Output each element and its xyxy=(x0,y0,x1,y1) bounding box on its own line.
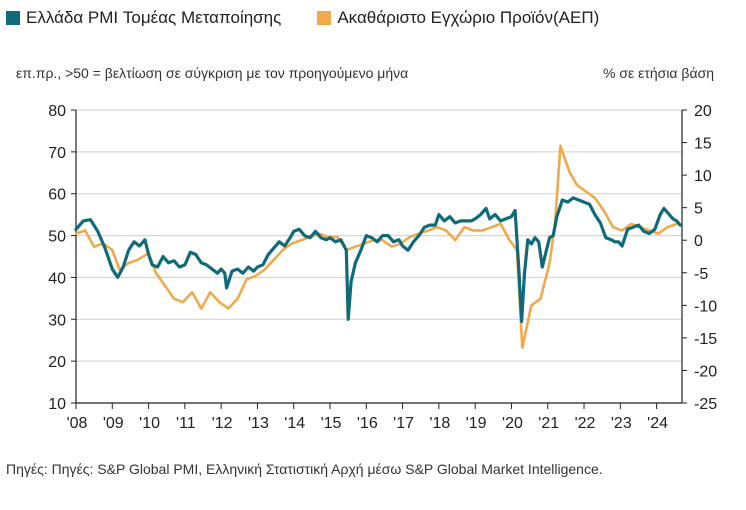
left-axis-subtitle: επ.πρ., >50 = βελτίωση σε σύγκριση με το… xyxy=(16,65,409,81)
legend-swatch-pmi xyxy=(6,11,20,25)
x-tick-label: '19 xyxy=(466,415,487,432)
right-tick-label: -10 xyxy=(694,298,717,315)
x-tick-label: '22 xyxy=(575,415,596,432)
x-tick-label: '15 xyxy=(321,415,342,432)
x-tick-label: '13 xyxy=(248,415,269,432)
right-tick-label: 0 xyxy=(694,233,703,250)
gridlines xyxy=(76,109,682,362)
x-tick-label: '12 xyxy=(212,415,233,432)
left-tick-label: 20 xyxy=(48,354,66,371)
left-tick-label: 30 xyxy=(48,312,66,329)
legend-item-gdp: Ακαθάριστο Εγχώριο Προϊόν(ΑΕΠ) xyxy=(317,8,599,28)
right-tick-label: -15 xyxy=(694,331,717,348)
x-tick-label: '11 xyxy=(176,415,196,432)
right-axis-subtitle: % σε ετήσια βάση xyxy=(603,65,714,81)
x-tick-label: '08 xyxy=(67,415,88,432)
right-tick-label: -5 xyxy=(694,266,708,283)
x-tick-label: '17 xyxy=(393,415,414,432)
left-tick-label: 70 xyxy=(48,145,66,162)
series-lines xyxy=(74,144,682,349)
pmi-series-line xyxy=(74,196,682,323)
right-tick-label: -25 xyxy=(694,396,717,413)
right-tick-label: 15 xyxy=(694,136,712,153)
chart-legend: Ελλάδα PMI Τομέας Μεταποίησης Ακαθάριστο… xyxy=(6,8,635,28)
legend-label-pmi: Ελλάδα PMI Τομέας Μεταποίησης xyxy=(26,8,282,27)
gdp-series-line xyxy=(74,144,678,349)
legend-label-gdp: Ακαθάριστο Εγχώριο Προϊόν(ΑΕΠ) xyxy=(337,8,600,27)
left-tick-label: 10 xyxy=(48,396,66,413)
x-tick-label: '14 xyxy=(284,415,305,432)
left-tick-label: 50 xyxy=(48,229,66,246)
left-tick-label: 40 xyxy=(48,270,66,287)
axes: 10 20 30 40 50 60 70 80 -25 -20 -15 -10 -5 0 5 10 15 20 '0… xyxy=(48,103,717,432)
right-tick-label: 10 xyxy=(694,168,712,185)
x-tick-label: '23 xyxy=(611,415,632,432)
legend-item-pmi: Ελλάδα PMI Τομέας Μεταποίησης xyxy=(6,8,281,28)
right-tick-label: 5 xyxy=(694,201,703,218)
source-note: Πηγές: Πηγές: S&P Global PMI, Ελληνική Σ… xyxy=(6,461,603,477)
right-tick-label: -20 xyxy=(694,363,717,380)
legend-swatch-gdp xyxy=(317,11,332,25)
dual-axis-line-chart: 10 20 30 40 50 60 70 80 -25 -20 -15 -10 -5 0 5 10 15 20 '0… xyxy=(48,103,717,432)
x-tick-label: '18 xyxy=(429,415,450,432)
left-tick-label: 80 xyxy=(48,103,66,120)
x-tick-label: '16 xyxy=(357,415,378,432)
x-tick-label: '21 xyxy=(538,415,559,432)
right-tick-label: 20 xyxy=(694,103,712,120)
x-tick-label: '10 xyxy=(139,415,160,432)
left-tick-label: 60 xyxy=(48,187,66,204)
x-tick-label: '24 xyxy=(647,415,668,432)
x-tick-label: '20 xyxy=(502,415,523,432)
x-tick-label: '09 xyxy=(103,415,124,432)
